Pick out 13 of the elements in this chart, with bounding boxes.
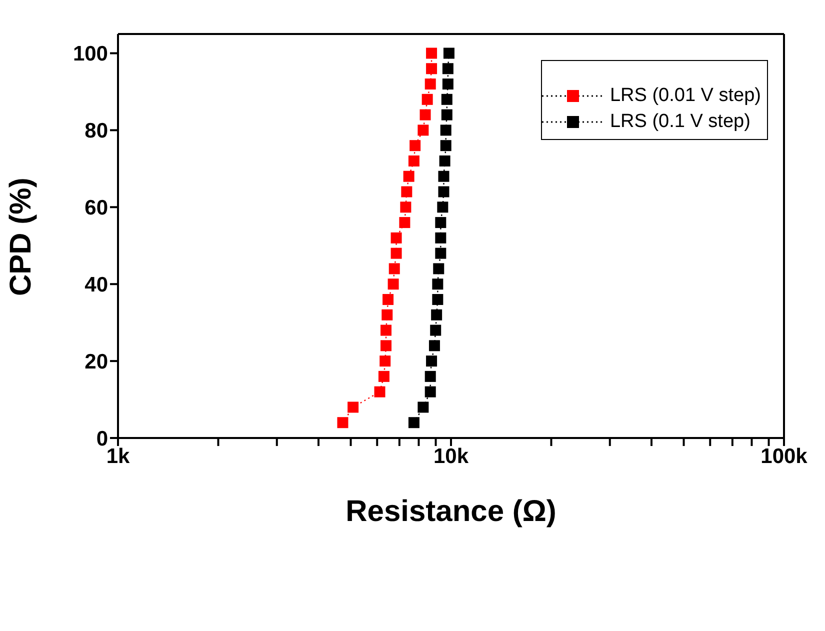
x-tick-label: 1k <box>106 444 130 468</box>
legend-label: LRS (0.1 V step) <box>610 111 750 133</box>
y-tick-label: 60 <box>84 196 108 220</box>
y-tick-label: 100 <box>72 42 108 66</box>
x-tick-label: 100k <box>760 444 808 468</box>
legend-label: LRS (0.01 V step) <box>610 85 761 107</box>
y-axis-title: CPD (%) <box>4 178 38 296</box>
x-axis-title: Resistance (Ω) <box>346 495 556 528</box>
y-tick-label: 20 <box>84 350 108 374</box>
y-tick-label: 40 <box>84 274 108 297</box>
x-tick-label: 10k <box>433 444 469 468</box>
y-tick-label: 0 <box>96 427 108 450</box>
y-tick-label: 80 <box>84 120 108 143</box>
